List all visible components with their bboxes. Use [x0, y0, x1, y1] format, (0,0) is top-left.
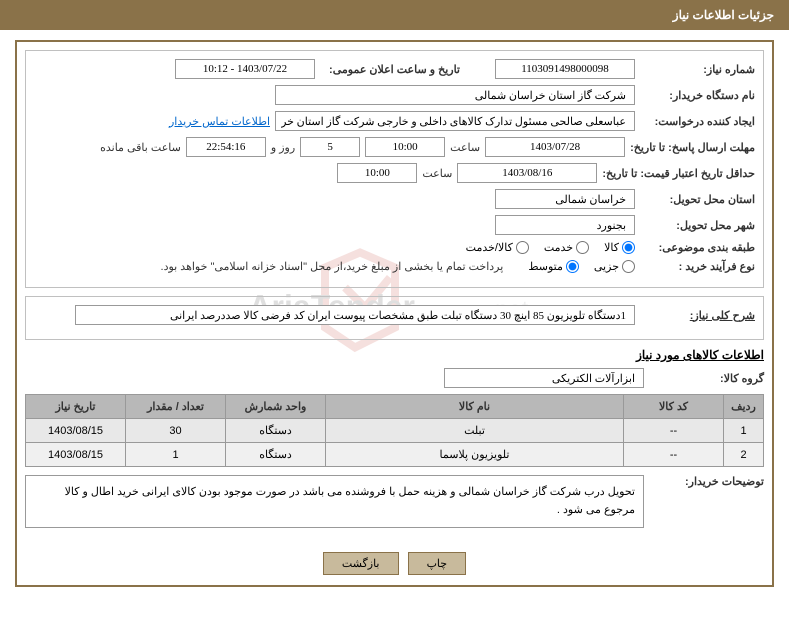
th-name: نام کالا [326, 395, 624, 419]
row-city: شهر محل تحویل: [34, 215, 755, 235]
row-category: طبقه بندی موضوعی: کالا خدمت کالا/خدمت [34, 241, 755, 254]
table-header-row: ردیف کد کالا نام کالا واحد شمارش تعداد /… [26, 395, 764, 419]
province-label: استان محل تحویل: [640, 193, 755, 206]
content-area: شماره نیاز: تاریخ و ساعت اعلان عمومی: نا… [17, 42, 772, 542]
validity-date-input[interactable] [457, 163, 597, 183]
row-group: گروه کالا: [25, 368, 764, 388]
table-cell: 30 [126, 419, 226, 443]
request-fieldset: شماره نیاز: تاریخ و ساعت اعلان عمومی: نا… [25, 50, 764, 288]
table-cell: تبلت [326, 419, 624, 443]
main-container: AriaTender .net شماره نیاز: تاریخ و ساعت… [15, 40, 774, 587]
goods-section-title: اطلاعات کالاهای مورد نیاز [25, 348, 764, 362]
deadline-date-input[interactable] [485, 137, 625, 157]
contact-link[interactable]: اطلاعات تماس خریدار [169, 115, 270, 128]
th-date: تاریخ نیاز [26, 395, 126, 419]
category-label: طبقه بندی موضوعی: [640, 241, 755, 254]
validity-time-input[interactable] [337, 163, 417, 183]
days-input[interactable] [300, 137, 360, 157]
row-deadline: مهلت ارسال پاسخ: تا تاریخ: ساعت روز و سا… [34, 137, 755, 157]
table-row: 1--تبلتدستگاه301403/08/15 [26, 419, 764, 443]
page-header: جزئیات اطلاعات نیاز [0, 0, 789, 30]
header-title: جزئیات اطلاعات نیاز [673, 8, 774, 22]
buyer-desc-box: تحویل درب شرکت گاز خراسان شمالی و هزینه … [25, 475, 644, 528]
proc-medium-radio[interactable] [566, 260, 579, 273]
announce-label: تاریخ و ساعت اعلان عمومی: [320, 63, 460, 76]
number-input[interactable] [495, 59, 635, 79]
category-radio-group: کالا خدمت کالا/خدمت [466, 241, 635, 254]
table-cell: -- [624, 443, 724, 467]
number-label: شماره نیاز: [640, 63, 755, 76]
th-qty: تعداد / مقدار [126, 395, 226, 419]
cat-goods-label: کالا [604, 241, 619, 254]
time-label-2: ساعت [422, 167, 452, 180]
th-row: ردیف [724, 395, 764, 419]
proc-medium-label: متوسط [528, 260, 563, 273]
buyer-input[interactable] [275, 85, 635, 105]
group-label: گروه کالا: [649, 372, 764, 385]
validity-label: حداقل تاریخ اعتبار قیمت: تا تاریخ: [602, 167, 755, 180]
buyer-label: نام دستگاه خریدار: [640, 89, 755, 102]
back-button[interactable]: بازگشت [323, 552, 399, 575]
th-unit: واحد شمارش [226, 395, 326, 419]
goods-tbody: 1--تبلتدستگاه301403/08/152--تلویزیون پلا… [26, 419, 764, 467]
th-code: کد کالا [624, 395, 724, 419]
cat-service-item[interactable]: خدمت [544, 241, 589, 254]
countdown-input[interactable] [186, 137, 266, 157]
proc-small-item[interactable]: جزیی [594, 260, 635, 273]
proc-medium-item[interactable]: متوسط [528, 260, 579, 273]
cat-both-item[interactable]: کالا/خدمت [466, 241, 529, 254]
row-requester: ایجاد کننده درخواست: اطلاعات تماس خریدار [34, 111, 755, 131]
table-cell: دستگاه [226, 443, 326, 467]
time-label-1: ساعت [450, 141, 480, 154]
group-input[interactable] [444, 368, 644, 388]
payment-note: پرداخت تمام یا بخشی از مبلغ خرید،از محل … [161, 260, 504, 273]
process-radio-group: جزیی متوسط [528, 260, 635, 273]
print-button[interactable]: چاپ [408, 552, 467, 575]
summary-fieldset: شرح کلی نیاز: [25, 296, 764, 340]
cat-service-radio[interactable] [576, 241, 589, 254]
table-cell: 1 [126, 443, 226, 467]
row-validity: حداقل تاریخ اعتبار قیمت: تا تاریخ: ساعت [34, 163, 755, 183]
row-process: نوع فرآیند خرید : جزیی متوسط پرداخت تمام… [34, 260, 755, 273]
row-number: شماره نیاز: تاریخ و ساعت اعلان عمومی: [34, 59, 755, 79]
table-cell: 1403/08/15 [26, 443, 126, 467]
table-cell: 1 [724, 419, 764, 443]
requester-input[interactable] [275, 111, 635, 131]
proc-small-label: جزیی [594, 260, 619, 273]
row-buyer-desc: توضیحات خریدار: تحویل درب شرکت گاز خراسا… [25, 475, 764, 528]
cat-service-label: خدمت [544, 241, 573, 254]
row-summary: شرح کلی نیاز: [34, 305, 755, 325]
table-cell: 2 [724, 443, 764, 467]
table-cell: دستگاه [226, 419, 326, 443]
summary-input[interactable] [75, 305, 635, 325]
days-label: روز و [271, 141, 295, 154]
announce-input[interactable] [175, 59, 315, 79]
cat-goods-radio[interactable] [622, 241, 635, 254]
goods-table: ردیف کد کالا نام کالا واحد شمارش تعداد /… [25, 394, 764, 467]
proc-small-radio[interactable] [622, 260, 635, 273]
table-cell: تلویزیون پلاسما [326, 443, 624, 467]
remaining-label: ساعت باقی مانده [100, 141, 181, 154]
city-label: شهر محل تحویل: [640, 219, 755, 232]
cat-goods-item[interactable]: کالا [604, 241, 635, 254]
process-label: نوع فرآیند خرید : [640, 260, 755, 273]
deadline-label: مهلت ارسال پاسخ: تا تاریخ: [630, 141, 755, 154]
button-bar: چاپ بازگشت [17, 542, 772, 585]
summary-label: شرح کلی نیاز: [640, 309, 755, 322]
table-cell: -- [624, 419, 724, 443]
cat-both-label: کالا/خدمت [466, 241, 513, 254]
cat-both-radio[interactable] [516, 241, 529, 254]
city-input[interactable] [495, 215, 635, 235]
buyer-desc-label: توضیحات خریدار: [649, 475, 764, 488]
table-cell: 1403/08/15 [26, 419, 126, 443]
requester-label: ایجاد کننده درخواست: [640, 115, 755, 128]
province-input[interactable] [495, 189, 635, 209]
table-row: 2--تلویزیون پلاسمادستگاه11403/08/15 [26, 443, 764, 467]
deadline-time-input[interactable] [365, 137, 445, 157]
row-province: استان محل تحویل: [34, 189, 755, 209]
row-buyer: نام دستگاه خریدار: [34, 85, 755, 105]
